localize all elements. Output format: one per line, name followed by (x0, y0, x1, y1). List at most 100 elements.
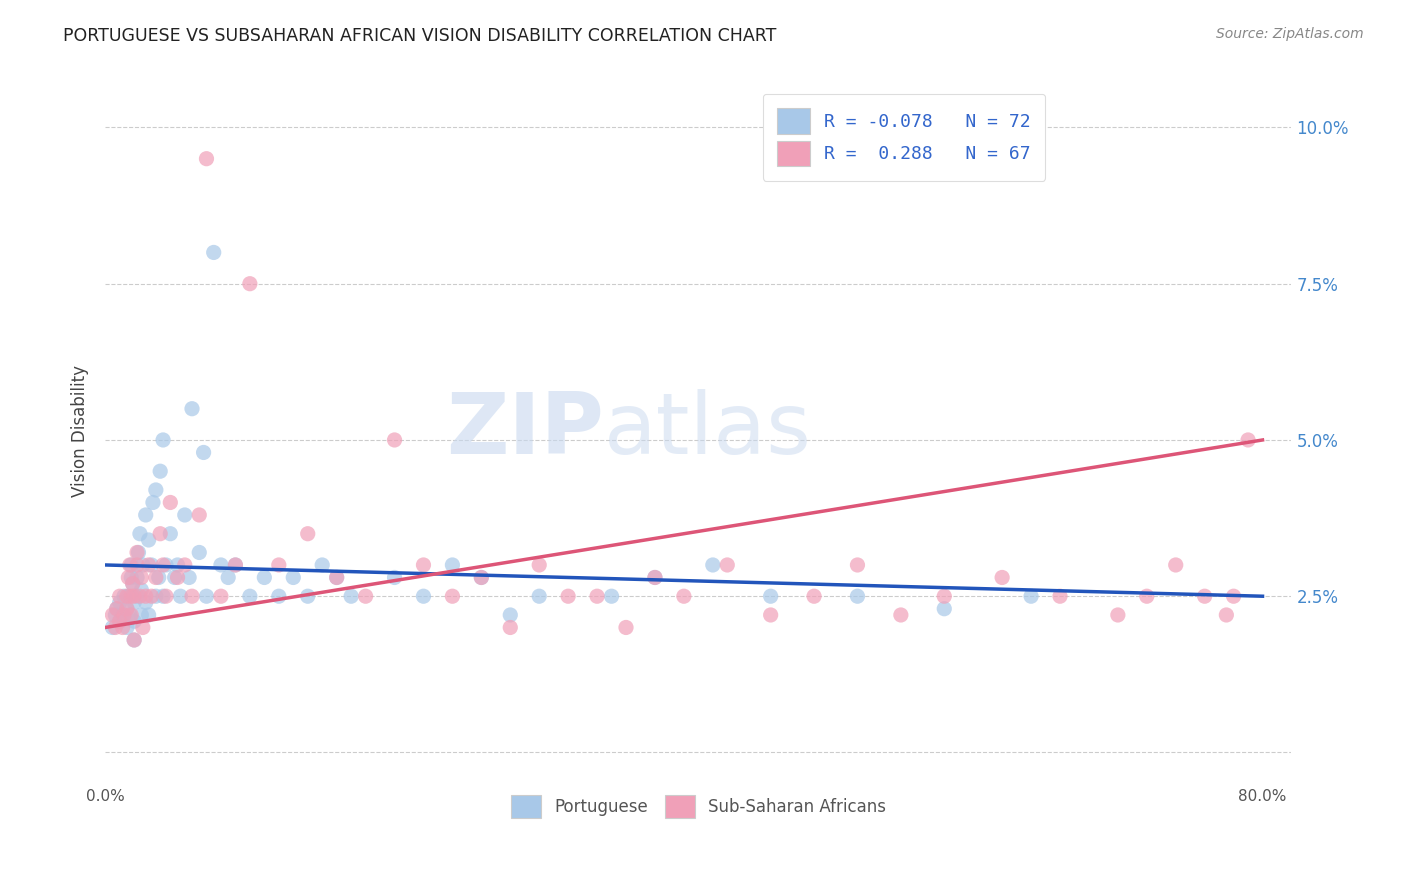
Point (120, 607, 142, 622)
Text: PORTUGUESE VS SUBSAHARAN AFRICAN VISION DISABILITY CORRELATION CHART: PORTUGUESE VS SUBSAHARAN AFRICAN VISION … (63, 27, 776, 45)
Point (132, 558, 155, 572)
Point (529, 589, 551, 603)
Point (325, 570, 347, 584)
Point (557, 589, 579, 603)
Point (135, 508, 157, 522)
Point (188, 545, 211, 559)
Point (354, 589, 377, 603)
Point (163, 570, 186, 584)
Point (115, 601, 138, 615)
Point (195, 152, 218, 166)
Point (1164, 558, 1187, 572)
Point (384, 433, 406, 447)
Point (131, 582, 153, 597)
Point (131, 607, 153, 622)
Point (115, 589, 138, 603)
Point (614, 620, 637, 634)
Point (142, 495, 165, 509)
Point (1049, 589, 1071, 603)
Point (672, 589, 695, 603)
Point (112, 589, 135, 603)
Point (1136, 589, 1159, 603)
Point (179, 570, 201, 584)
Point (195, 589, 218, 603)
Point (934, 589, 956, 603)
Point (111, 607, 134, 622)
Y-axis label: Vision Disability: Vision Disability (72, 365, 89, 497)
Point (125, 589, 148, 603)
Point (759, 607, 782, 622)
Point (138, 558, 160, 572)
Point (991, 570, 1014, 584)
Point (846, 589, 869, 603)
Point (152, 558, 174, 572)
Point (112, 607, 135, 622)
Point (152, 589, 174, 603)
Point (340, 589, 363, 603)
Point (104, 607, 127, 622)
Point (122, 632, 145, 647)
Point (499, 607, 522, 622)
Point (644, 570, 666, 584)
Point (325, 570, 347, 584)
Point (125, 570, 148, 584)
Point (108, 614, 131, 628)
Point (209, 558, 232, 572)
Point (166, 558, 188, 572)
Point (132, 620, 155, 634)
Point (239, 589, 262, 603)
Point (470, 570, 492, 584)
Point (311, 558, 333, 572)
Point (412, 558, 434, 572)
Point (104, 620, 127, 634)
Point (118, 607, 141, 622)
Point (1019, 589, 1042, 603)
Point (297, 526, 319, 541)
Point (122, 595, 145, 609)
Point (129, 589, 152, 603)
Text: ZIP: ZIP (446, 389, 603, 472)
Text: atlas: atlas (603, 389, 811, 472)
Point (155, 558, 177, 572)
Point (253, 570, 276, 584)
Point (1237, 433, 1260, 447)
Point (224, 558, 246, 572)
Point (155, 589, 177, 603)
Point (122, 589, 145, 603)
Point (173, 508, 195, 522)
Point (121, 576, 143, 591)
Point (1222, 589, 1244, 603)
Point (105, 601, 128, 615)
Point (716, 558, 738, 572)
Point (120, 558, 142, 572)
Point (108, 614, 131, 628)
Point (470, 570, 492, 584)
Point (105, 601, 128, 615)
Point (122, 614, 145, 628)
Point (209, 589, 232, 603)
Point (108, 595, 131, 609)
Point (934, 601, 956, 615)
Point (188, 508, 211, 522)
Legend: Portuguese, Sub-Saharan Africans: Portuguese, Sub-Saharan Africans (505, 788, 893, 825)
Point (121, 576, 143, 591)
Point (129, 526, 152, 541)
Point (127, 545, 149, 559)
Point (224, 558, 246, 572)
Point (115, 620, 138, 634)
Point (125, 558, 148, 572)
Point (239, 277, 262, 291)
Point (586, 589, 609, 603)
Point (118, 558, 141, 572)
Point (125, 545, 148, 559)
Point (141, 589, 163, 603)
Point (152, 433, 174, 447)
Point (145, 570, 167, 584)
Point (120, 589, 142, 603)
Point (173, 558, 195, 572)
Point (115, 601, 138, 615)
Point (529, 558, 551, 572)
Point (101, 607, 124, 622)
Point (145, 483, 167, 497)
Point (499, 620, 522, 634)
